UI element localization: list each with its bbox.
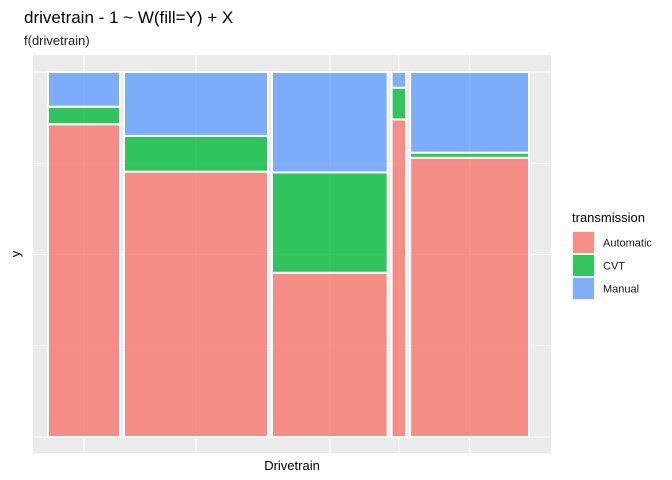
chart-subtitle: f(drivetrain) <box>24 33 90 48</box>
mosaic-tile-automatic <box>271 271 389 438</box>
legend-key-manual <box>573 278 594 299</box>
mosaic-tile-manual <box>271 71 389 174</box>
mosaic-tile-automatic <box>409 156 531 438</box>
mosaic-tiles <box>47 71 531 439</box>
mosaic-tile-cvt <box>390 86 408 121</box>
mosaic-tile-manual <box>390 71 408 89</box>
mosaic-tile-manual <box>123 71 270 137</box>
legend-label-automatic: Automatic <box>603 238 652 250</box>
chart-title: drivetrain - 1 ~ W(fill=Y) + X <box>24 8 233 27</box>
mosaic-tile-automatic <box>47 123 122 438</box>
mosaic-tile-cvt <box>123 134 270 173</box>
legend-key-automatic <box>573 232 594 253</box>
mosaic-tile-manual <box>47 71 122 108</box>
mosaic-tile-manual <box>409 71 531 154</box>
legend-label-cvt: CVT <box>603 261 625 273</box>
mosaic-tile-cvt <box>271 171 389 274</box>
y-axis-title: y <box>8 250 23 257</box>
mosaic-tile-automatic <box>123 170 270 439</box>
mosaic-tile-cvt <box>47 105 122 126</box>
legend: Automatic CVT Manual <box>572 231 652 300</box>
mosaic-tile-automatic <box>390 118 408 438</box>
legend-key-cvt <box>573 255 594 276</box>
x-axis-title: Drivetrain <box>264 458 320 473</box>
legend-title: transmission <box>572 210 645 225</box>
legend-label-manual: Manual <box>603 284 639 296</box>
